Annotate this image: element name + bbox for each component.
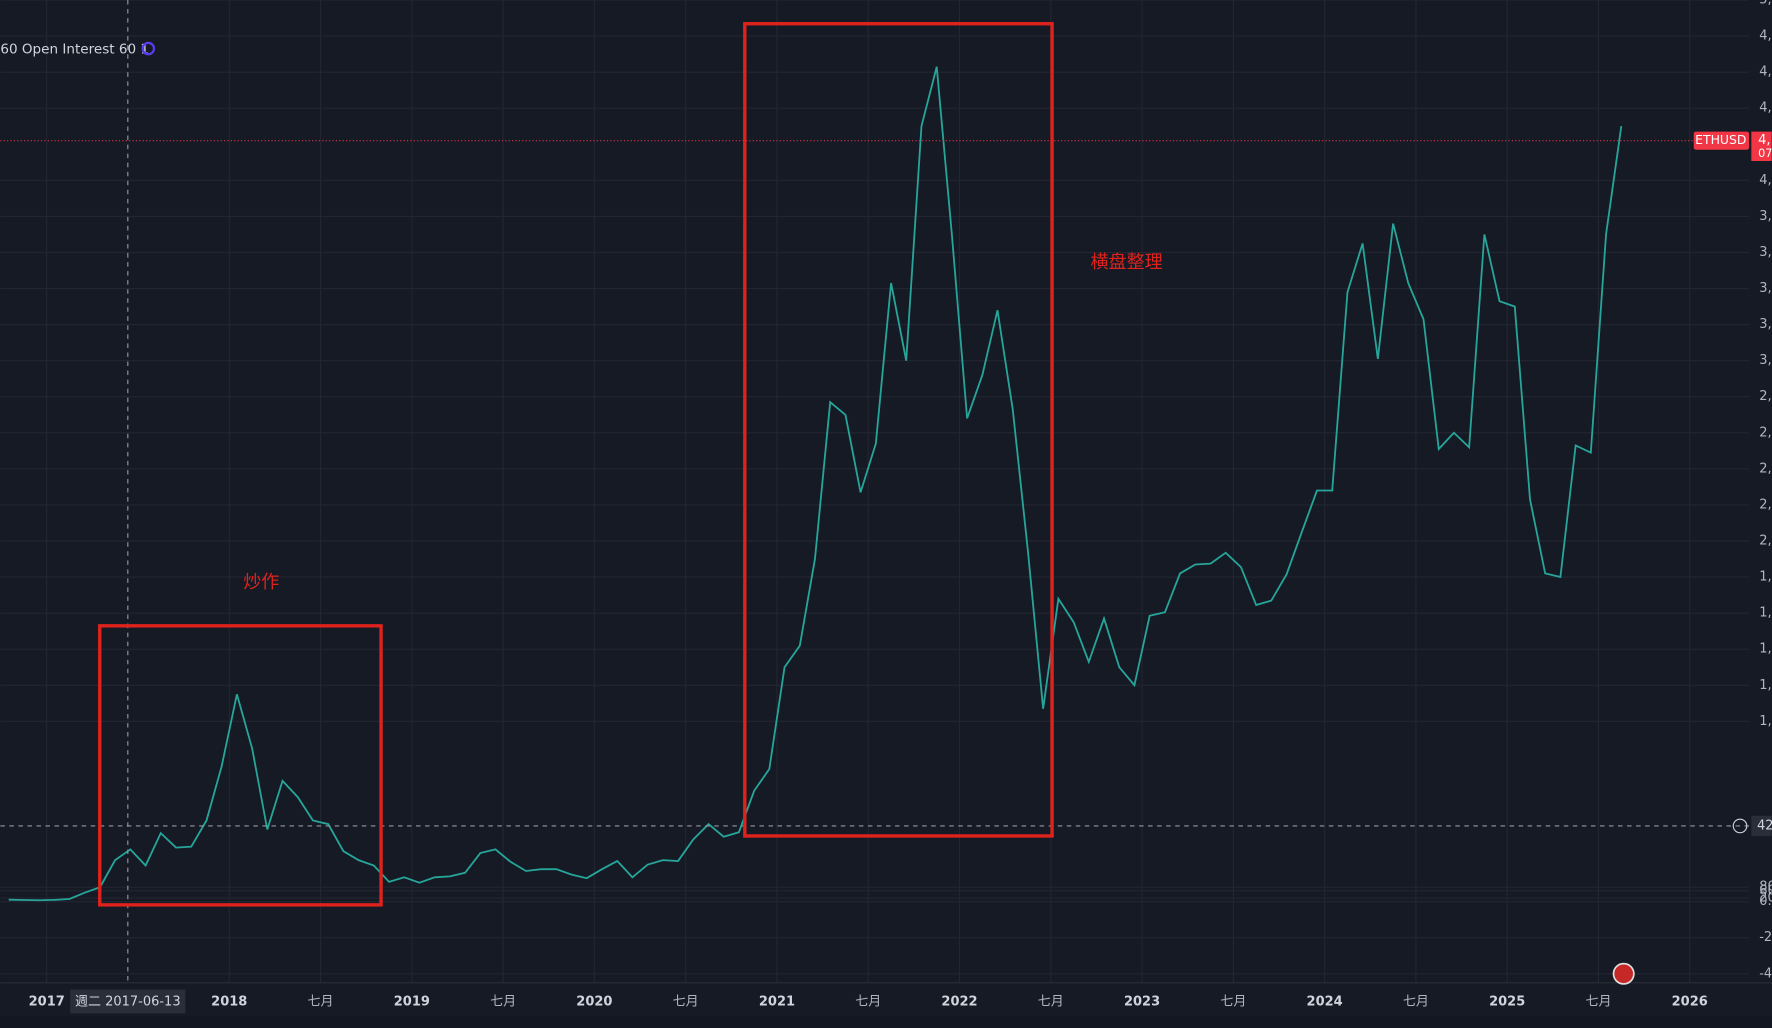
x-tick-label: 七月 <box>490 995 516 1010</box>
y-tick-label: 4, <box>1759 101 1771 116</box>
x-tick-label: 2023 <box>1124 995 1160 1010</box>
indicator-legend: 60 Open Interest 60 1 <box>0 42 149 58</box>
y-tick-label: 3, <box>1759 281 1771 296</box>
x-tick-label: 2018 <box>211 995 247 1010</box>
x-tick-label: 2022 <box>941 995 977 1010</box>
y-tick-label: 4, <box>1759 65 1771 80</box>
crosshair-price-box <box>1751 815 1772 837</box>
bottom-bar <box>0 1016 1772 1028</box>
symbol-box <box>1693 131 1750 150</box>
y-tick-label: 1, <box>1759 570 1771 585</box>
x-tick-label: 2025 <box>1489 995 1525 1010</box>
flag-icon[interactable] <box>1612 962 1635 985</box>
y-tick-label: 5, <box>1759 0 1771 7</box>
annotation-box <box>98 624 383 907</box>
x-tick-label: 2021 <box>759 995 795 1010</box>
crosshair-date-box <box>70 989 186 1014</box>
y-tick-label: 2, <box>1759 533 1771 548</box>
x-tick-label: 七月 <box>1585 995 1611 1010</box>
y-tick-label: 0. <box>1759 894 1771 909</box>
crosshair-plus <box>1732 818 1748 834</box>
x-tick-label: 七月 <box>308 995 334 1010</box>
annotation-text: 横盘整理 <box>1090 252 1162 273</box>
crosshair-price-label: 42 <box>1757 818 1772 833</box>
y-tick-label: -2 <box>1759 930 1772 945</box>
y-tick-label: 2, <box>1759 425 1771 440</box>
y-tick-label: 3, <box>1759 209 1771 224</box>
y-tick-label: 80 <box>1759 880 1772 895</box>
x-tick-label: 2019 <box>394 995 430 1010</box>
price-axis <box>1749 0 1772 983</box>
y-tick-label: 2, <box>1759 389 1771 404</box>
x-tick-label: 2024 <box>1307 995 1343 1010</box>
x-tick-label: 2017 <box>29 995 65 1010</box>
x-tick-label: 七月 <box>1403 995 1429 1010</box>
y-tick-label: 2, <box>1759 461 1771 476</box>
symbol-label: ETHUSD <box>1695 132 1746 147</box>
y-tick-label: 3, <box>1759 353 1771 368</box>
last-price-label: 4, <box>1758 133 1770 148</box>
grid <box>0 0 1750 983</box>
annotation-text: 炒作 <box>243 572 279 593</box>
countdown-label: 07 <box>1758 147 1772 160</box>
y-tick-label: 60 <box>1759 883 1772 898</box>
y-tick-label: 1, <box>1759 714 1771 729</box>
last-price-box <box>1751 131 1772 161</box>
x-tick-label: 2020 <box>576 995 612 1010</box>
plot <box>0 0 1750 983</box>
y-tick-label: 1, <box>1759 642 1771 657</box>
y-tick-label: 1, <box>1759 678 1771 693</box>
y-tick-label: 20 <box>1759 891 1772 906</box>
axes: -4 -2 0.206080 1, 1, 1, 1, 1, 2, 2, 2, 2, 2, 3, 3, 3, 3,… <box>29 0 1772 1014</box>
y-tick-label: 4, <box>1759 29 1771 44</box>
y-tick-label: 1, <box>1759 606 1771 621</box>
price-line <box>8 66 1623 902</box>
crosshair-date-label: 週二 2017-06-13 <box>75 995 181 1010</box>
y-tick-label: 4, <box>1759 173 1771 188</box>
y-tick-label: 2, <box>1759 497 1771 512</box>
y-tick-label: 3, <box>1759 317 1771 332</box>
x-tick-label: 七月 <box>1038 995 1064 1010</box>
annotation-box <box>743 22 1054 838</box>
y-tick-label: 3, <box>1759 245 1771 260</box>
x-tick-label: 七月 <box>1220 995 1246 1010</box>
indicator-icon[interactable] <box>141 41 156 56</box>
x-tick-label: 2026 <box>1672 995 1708 1010</box>
x-tick-label: 七月 <box>855 995 881 1010</box>
y-tick-label: -4 <box>1759 966 1772 981</box>
x-tick-label: 七月 <box>673 995 699 1010</box>
